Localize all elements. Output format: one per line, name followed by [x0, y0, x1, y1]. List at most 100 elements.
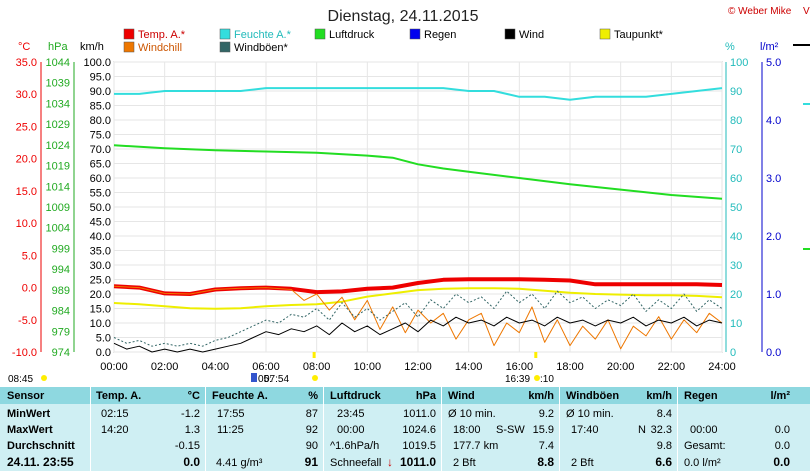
- ytick-rain_lm2-2: 3.0: [766, 173, 781, 185]
- ytick-wind_kmh-2: 90.0: [90, 86, 111, 98]
- min-hum-val: 87: [305, 408, 318, 420]
- x-axis: 00:00 02:00 04:00 06:00 08:00 10:00 12:00 14:00…: [100, 361, 736, 373]
- ytick-temp_c-8: -5.0: [18, 315, 37, 327]
- xtick-3: 06:00: [252, 361, 280, 373]
- ytick-pressure_hpa-4: 1024: [46, 140, 70, 152]
- max-wind-dir: S-SW: [496, 424, 525, 436]
- unit-wind: km/h: [80, 41, 104, 53]
- ytick-temp_c-0: 35.0: [16, 57, 37, 69]
- ytick-wind_kmh-0: 100.0: [83, 57, 111, 69]
- row-min-label: MinWert: [7, 408, 51, 420]
- ytick-temp_c-1: 30.0: [16, 89, 37, 101]
- ytick-rain_lm2-4: 1.0: [766, 289, 781, 301]
- max-temp-time: 14:20: [101, 424, 129, 436]
- cur-gust-val: 6.6: [655, 455, 672, 469]
- max-press-time: 00:00: [337, 424, 365, 436]
- ytick-wind_kmh-19: 5.0: [96, 333, 111, 345]
- avg-temp-val: -0.15: [174, 440, 200, 452]
- ytick-temp_c-7: 0.0: [22, 283, 37, 295]
- marker-label-4: :10: [540, 374, 554, 385]
- chart-legend: Temp. A.* Feuchte A.* Luftdruck Regen Wind Ta…: [123, 28, 664, 54]
- cur-gust-bft: 2 Bft: [571, 457, 594, 469]
- legend-label-4: Wind: [519, 29, 544, 41]
- legend-swatch-5: [599, 28, 611, 40]
- avg-hum-val: 90: [305, 440, 318, 452]
- ytick-temp_c-6: 5.0: [22, 250, 37, 262]
- series-4: [113, 285, 723, 350]
- ytick-rain_lm2-3: 2.0: [766, 231, 781, 243]
- ytick-wind_kmh-6: 70.0: [90, 144, 111, 156]
- max-wind-val: 15.9: [532, 424, 554, 436]
- cur-wind-bft: 2 Bft: [453, 457, 476, 469]
- ytick-pressure_hpa-13: 979: [52, 326, 70, 338]
- unit-humidity: %: [725, 41, 735, 53]
- marker-label-0: 08:45: [8, 374, 33, 385]
- y-axes: 35.0 30.0 25.0 20.0 15.0 10.0 5.0 0.0 -5.0 -10.0 1…: [12, 57, 781, 359]
- hdr-temp-unit: °C: [187, 390, 200, 402]
- series-lines: [113, 87, 723, 353]
- ytick-rain_lm2-1: 4.0: [766, 115, 781, 127]
- ytick-humidity_pct-5: 50: [730, 202, 742, 214]
- min-gust-label: Ø 10 min.: [566, 408, 614, 420]
- hdr-gust: Windböen: [566, 390, 620, 402]
- ytick-wind_kmh-12: 40.0: [90, 231, 111, 243]
- max-temp-val: 1.3: [184, 424, 200, 436]
- row-current-label: 24.11. 23:55: [7, 455, 74, 469]
- hdr-press: Luftdruck: [330, 390, 381, 402]
- ytick-wind_kmh-1: 95.0: [90, 72, 111, 84]
- avg-press-val: 1019.5: [402, 440, 436, 452]
- series-3: [113, 287, 723, 310]
- ytick-humidity_pct-2: 80: [730, 115, 742, 127]
- ytick-pressure_hpa-12: 984: [52, 306, 70, 318]
- ytick-humidity_pct-8: 20: [730, 289, 742, 301]
- legend-label-1: Feuchte A.*: [234, 29, 292, 41]
- sun-dot-0: [41, 375, 47, 381]
- ytick-pressure_hpa-3: 1029: [46, 119, 70, 131]
- hdr-hum-unit: %: [308, 390, 318, 402]
- ytick-rain_lm2-0: 5.0: [766, 57, 781, 69]
- xtick-10: 20:00: [607, 361, 635, 373]
- xtick-11: 22:00: [658, 361, 686, 373]
- right-edge-fragment: V: [793, 6, 810, 250]
- cur-hum-extra: 4.41 g/m³: [216, 457, 263, 469]
- ytick-wind_kmh-14: 30.0: [90, 260, 111, 272]
- ytick-pressure_hpa-0: 1044: [46, 57, 70, 69]
- ytick-pressure_hpa-11: 989: [52, 285, 70, 297]
- hdr-bg-gust: [560, 387, 677, 404]
- min-wind-label: Ø 10 min.: [448, 408, 496, 420]
- marker-label-3: 16:39: [505, 374, 530, 385]
- ytick-humidity_pct-10: 0: [730, 347, 736, 359]
- ytick-pressure_hpa-8: 1004: [46, 223, 70, 235]
- ytick-wind_kmh-16: 20.0: [90, 289, 111, 301]
- hdr-bg-rain: [678, 387, 810, 404]
- legend-label-5: Taupunkt*: [614, 29, 664, 41]
- avg-rain-label: Gesamt:: [684, 440, 726, 452]
- ytick-pressure_hpa-2: 1034: [46, 98, 70, 110]
- ytick-humidity_pct-9: 10: [730, 318, 742, 330]
- xtick-1: 02:00: [151, 361, 179, 373]
- ytick-wind_kmh-7: 65.0: [90, 159, 111, 171]
- sun-dot-2: [534, 375, 540, 381]
- row-max-label: MaxWert: [7, 424, 53, 436]
- max-gust-dir: N: [638, 424, 646, 436]
- ytick-pressure_hpa-9: 999: [52, 243, 70, 255]
- legend-swatch-3: [409, 28, 421, 40]
- cur-wind-val: 8.8: [537, 455, 554, 469]
- max-press-val: 1024.6: [402, 424, 436, 436]
- legend-label-3: Regen: [424, 29, 456, 41]
- min-temp-time: 02:15: [101, 408, 129, 420]
- min-press-val: 1011.0: [403, 408, 436, 420]
- legend-swatch-4: [504, 28, 516, 40]
- ytick-temp_c-3: 20.0: [16, 154, 37, 166]
- ytick-wind_kmh-17: 15.0: [90, 304, 111, 316]
- avg-wind-val: 7.4: [538, 440, 554, 452]
- hdr-sensor: Sensor: [7, 390, 45, 402]
- ytick-wind_kmh-9: 55.0: [90, 188, 111, 200]
- ytick-wind_kmh-8: 60.0: [90, 173, 111, 185]
- unit-temp: °C: [18, 41, 30, 53]
- max-rain-val: 0.0: [774, 424, 790, 436]
- grid: [113, 61, 723, 353]
- hdr-bg-wind: [442, 387, 559, 404]
- cur-press-trend-arrow: ↓: [387, 455, 393, 469]
- legend-label-7: Windböen*: [234, 42, 289, 54]
